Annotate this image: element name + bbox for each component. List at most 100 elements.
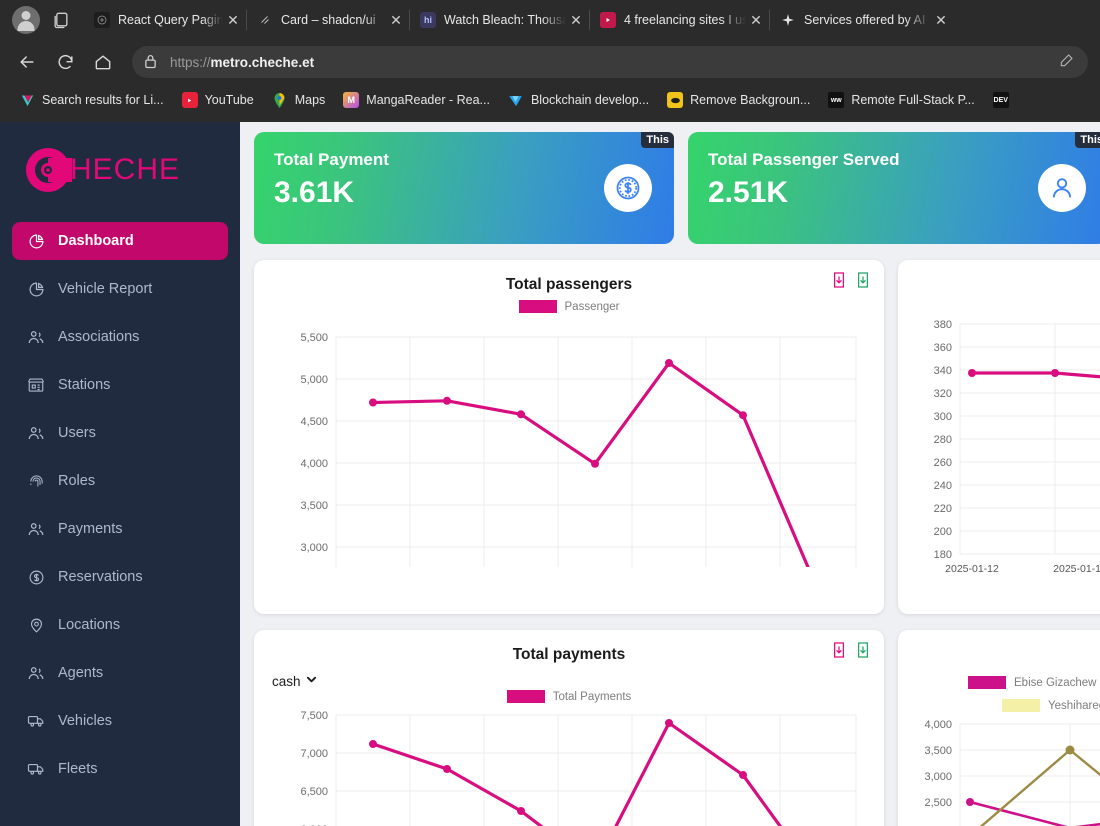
bookmark-label: YouTube xyxy=(204,93,254,107)
sidebar-item-dashboard[interactable]: Dashboard xyxy=(12,222,228,260)
browser-toolbar: https://metro.cheche.et xyxy=(0,40,1100,84)
svg-text:220: 220 xyxy=(934,503,952,515)
sidebar-item-payments[interactable]: Payments xyxy=(12,510,228,548)
browser-tab[interactable]: Card – shadcn/ui ✕ xyxy=(246,3,410,37)
bookmark-item[interactable]: Maps xyxy=(263,88,335,112)
payment-method-select[interactable]: cash xyxy=(272,672,317,690)
stat-card-total-passenger-served[interactable]: This Total Passenger Served 2.51K xyxy=(688,132,1100,244)
legend-swatch xyxy=(968,676,1006,689)
url-text: https://metro.cheche.et xyxy=(170,55,314,70)
browser-tab[interactable]: React Query Pagination ✕ xyxy=(84,3,247,37)
sidebar-item-associations[interactable]: Associations xyxy=(12,318,228,356)
address-bar[interactable]: https://metro.cheche.et xyxy=(132,46,1088,78)
browser-tab[interactable]: 4 freelancing sites I us ✕ xyxy=(589,3,770,37)
users-icon xyxy=(26,519,46,539)
svg-text:280: 280 xyxy=(934,434,952,446)
svg-text:4,000: 4,000 xyxy=(924,719,952,731)
users-icon xyxy=(26,423,46,443)
panel-vehicle-report: 380 360 340 320 300 280 260 240 220 200 xyxy=(898,260,1100,614)
station-icon xyxy=(26,375,46,395)
sidebar-item-label: Dashboard xyxy=(58,233,134,249)
sidebar-item-roles[interactable]: Roles xyxy=(12,462,228,500)
stat-cards: This Total Payment 3.61K This Total Pass… xyxy=(254,132,1100,244)
browser-tab[interactable]: hi Watch Bleach: Thousand ✕ xyxy=(409,3,590,37)
bookmark-item[interactable]: Remove Backgroun... xyxy=(658,88,819,112)
sidebar-nav: Dashboard Vehicle Report Associations xyxy=(0,214,240,788)
svg-text:5,000: 5,000 xyxy=(300,374,328,386)
mangareader-icon: M xyxy=(343,92,360,108)
panel-title: Total passengers xyxy=(505,276,633,293)
stat-value: 2.51K xyxy=(708,176,789,209)
legend-item[interactable]: Total Payments xyxy=(506,690,632,703)
sidebar-item-label: Fleets xyxy=(58,761,98,777)
remote-icon: ww xyxy=(828,92,845,108)
legend-label: Passenger xyxy=(564,300,620,313)
close-icon[interactable]: ✕ xyxy=(570,12,582,28)
stat-card-total-payment[interactable]: This Total Payment 3.61K xyxy=(254,132,674,244)
pencil-icon[interactable] xyxy=(1058,53,1076,71)
panel-agent-performance: Ebise Gizachew Yeshihareg Getahun xyxy=(898,630,1100,826)
close-icon[interactable]: ✕ xyxy=(935,12,947,28)
download-pdf-icon[interactable] xyxy=(832,642,846,663)
bookmark-label: Remote Full-Stack P... xyxy=(851,93,975,107)
svg-text:2025-01-13: 2025-01-13 xyxy=(1053,563,1100,575)
bookmark-item[interactable]: DEV xyxy=(984,88,1025,112)
legend-label: Ebise Gizachew xyxy=(1014,676,1097,689)
reload-button[interactable] xyxy=(50,47,80,77)
sidebar-item-fleets[interactable]: Fleets xyxy=(12,750,228,788)
download-excel-icon[interactable] xyxy=(856,642,870,663)
sidebar-item-label: Stations xyxy=(58,377,111,393)
youtube-icon xyxy=(181,92,198,108)
sidebar-item-label: Agents xyxy=(58,665,104,681)
charts-row-2: Total payments cash Total Payments xyxy=(254,630,1100,826)
legend-swatch xyxy=(518,300,557,313)
cheche-logo-icon xyxy=(22,144,74,196)
bookmark-item[interactable]: YouTube xyxy=(173,88,263,112)
profile-avatar[interactable] xyxy=(12,6,40,34)
bookmark-label: Maps xyxy=(294,93,326,107)
close-icon[interactable]: ✕ xyxy=(750,12,762,28)
dev-icon: DEV xyxy=(992,92,1009,108)
chevron-down-icon xyxy=(306,672,317,690)
sidebar-item-vehicle-report[interactable]: Vehicle Report xyxy=(12,270,228,308)
bookmark-label: MangaReader - Rea... xyxy=(366,93,490,107)
legend-item[interactable]: Yeshihareg Getahun xyxy=(968,699,1100,712)
users-icon xyxy=(26,663,46,683)
download-pdf-icon[interactable] xyxy=(832,272,846,293)
sidebar-item-reservations[interactable]: Reservations xyxy=(12,558,228,596)
bookmark-item[interactable]: ww Remote Full-Stack P... xyxy=(819,88,983,112)
svg-text:200: 200 xyxy=(934,526,952,538)
close-icon[interactable]: ✕ xyxy=(227,12,239,28)
legend-item[interactable]: Ebise Gizachew xyxy=(968,676,1096,689)
close-icon[interactable]: ✕ xyxy=(390,12,402,28)
download-excel-icon[interactable] xyxy=(856,272,870,293)
bookmark-item[interactable]: Blockchain develop... xyxy=(499,88,658,112)
brand-logo-area[interactable]: HECHE xyxy=(0,122,240,214)
blockchain-icon xyxy=(508,92,524,108)
users-icon xyxy=(26,327,46,347)
sidebar-item-vehicles[interactable]: Vehicles xyxy=(12,702,228,740)
tab-title: 4 freelancing sites I us xyxy=(624,13,746,27)
tab-title: Card – shadcn/ui xyxy=(281,13,376,27)
tab-search-icon[interactable] xyxy=(48,7,74,33)
legend-item[interactable]: Passenger xyxy=(518,300,620,313)
svg-text:320: 320 xyxy=(934,388,952,400)
svg-text:3,500: 3,500 xyxy=(924,745,952,757)
bookmark-item[interactable]: Search results for Li... xyxy=(10,88,173,112)
bookmark-item[interactable]: M MangaReader - Rea... xyxy=(334,88,499,112)
svg-text:2,500: 2,500 xyxy=(924,797,952,809)
svg-text:260: 260 xyxy=(934,457,952,469)
sidebar-item-users[interactable]: Users xyxy=(12,414,228,452)
home-button[interactable] xyxy=(88,47,118,77)
maps-pin-icon xyxy=(272,92,288,108)
panel-total-payments: Total payments cash Total Payments xyxy=(254,630,884,826)
back-button[interactable] xyxy=(12,47,42,77)
browser-tab[interactable]: Services offered by AI ✕ xyxy=(769,3,955,37)
sidebar-item-locations[interactable]: Locations xyxy=(12,606,228,644)
legend-label: Total Payments xyxy=(552,690,632,703)
sidebar-item-stations[interactable]: Stations xyxy=(12,366,228,404)
sidebar-item-agents[interactable]: Agents xyxy=(12,654,228,692)
svg-text:3,000: 3,000 xyxy=(300,542,328,554)
stat-title: Total Passenger Served xyxy=(708,150,900,169)
